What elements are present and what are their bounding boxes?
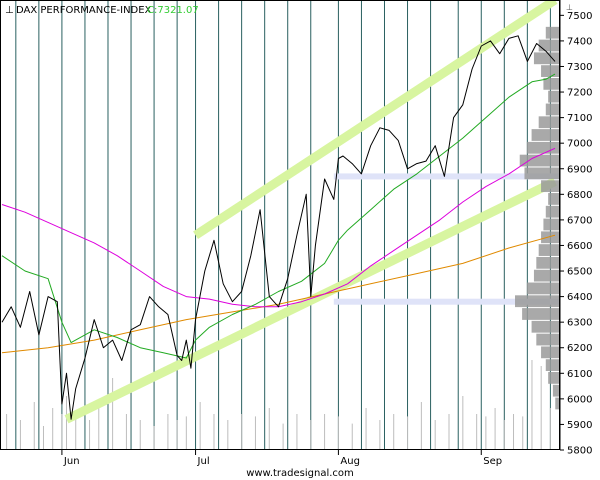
channel-lower-band [64, 177, 557, 424]
volume-profile-bar [522, 308, 560, 320]
volume-profile-bar [543, 218, 560, 231]
volume-profile-bar [533, 52, 560, 65]
volume-bars [6, 360, 551, 450]
volume-profile-bar [538, 39, 560, 52]
x-axis: Jun Jul Aug Sep [61, 450, 502, 467]
y-tick-label: 6700 [567, 215, 592, 226]
volume-profile-bar [515, 295, 560, 308]
volume-profile-bar [541, 346, 560, 359]
volume-profile-bar [548, 372, 560, 384]
x-tick-label: Jun [63, 456, 80, 467]
volume-profile-bar [533, 269, 560, 282]
volume-profile-bar [548, 90, 560, 103]
vertical-grid [15, 0, 551, 450]
volume-profile-bar [545, 205, 560, 218]
y-tick-label: 7100 [567, 113, 592, 124]
x-tick-label: Sep [483, 456, 502, 467]
y-tick-label: 5800 [567, 446, 592, 457]
volume-profile-bar [526, 282, 560, 295]
volume-profile-bar [519, 154, 560, 167]
volume-profile-bar [536, 333, 560, 346]
highlight-level-band [333, 173, 560, 180]
x-tick-label: Jul [197, 456, 210, 467]
close-value-label: C:7321.07 [147, 5, 199, 16]
volume-profile-bar [538, 244, 560, 256]
y-tick-label: 6400 [567, 292, 592, 303]
header-marker-icon: ⊥ [5, 5, 14, 16]
corner-marker-icon: ⊥ [566, 3, 573, 12]
volume-profile-bar [541, 65, 560, 77]
y-tick-label: 6100 [567, 369, 592, 380]
volume-profile-bar [531, 320, 560, 333]
y-tick-label: 6000 [567, 394, 592, 405]
ma-long-line [1, 234, 556, 354]
volume-profile-bar [545, 103, 560, 116]
volume-profile-bar [541, 180, 560, 193]
y-tick-label: 7200 [567, 88, 592, 99]
volume-profile-bar [555, 397, 560, 410]
y-tick-label: 6300 [567, 318, 592, 329]
highlight-level-band [333, 298, 560, 305]
y-tick-label: 6200 [567, 343, 592, 354]
y-tick-label: 7000 [567, 139, 592, 150]
chart-title: DAX PERFORMANCE-INDEX [16, 5, 152, 16]
volume-profile-bar [552, 384, 560, 397]
y-axis: 5800 5900 6000 6100 6200 6300 6400 6500 6600 6700… [560, 11, 592, 457]
chart-header: ⊥ DAX PERFORMANCE-INDEX C:7321.07 [5, 5, 199, 16]
y-tick-label: 7400 [567, 36, 592, 47]
ma-short-line [1, 73, 556, 359]
price-line [1, 35, 556, 420]
volume-profile-bar [536, 256, 560, 269]
volume-profile-bar [524, 167, 560, 180]
x-tick-label: Aug [340, 456, 360, 467]
volume-profile-bar [526, 141, 560, 154]
channel [64, 0, 558, 424]
y-tick-label: 6500 [567, 267, 592, 278]
volume-profile-bar [541, 231, 560, 244]
volume-profile-bar [538, 116, 560, 129]
y-tick-label: 6800 [567, 190, 592, 201]
volume-profile [515, 26, 560, 410]
volume-profile-bar [548, 193, 560, 205]
source-credit: www.tradesignal.com [246, 468, 354, 479]
channel-upper-band [193, 0, 558, 239]
y-tick-label: 7500 [567, 11, 592, 22]
volume-profile-bar [531, 129, 560, 141]
volume-profile-bar [545, 359, 560, 372]
y-tick-label: 6900 [567, 164, 592, 175]
volume-profile-bar [545, 26, 560, 39]
volume-profile-bar [543, 77, 560, 90]
price-line-group [1, 35, 556, 420]
y-tick-label: 7300 [567, 62, 592, 73]
y-tick-label: 6600 [567, 241, 592, 252]
y-tick-label: 5900 [567, 420, 592, 431]
highlight-levels [333, 173, 560, 305]
